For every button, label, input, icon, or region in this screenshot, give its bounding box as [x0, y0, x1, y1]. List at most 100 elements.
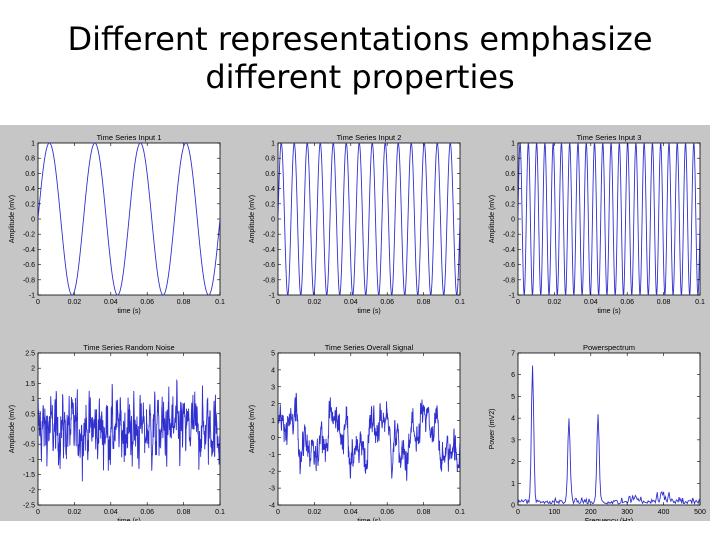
slide-title-line-2: different properties: [205, 58, 515, 96]
subplot-2: 0 0.02 0.04 0.06 0.08 0.1 -1 -0.8 -0.6 -0.4 -0.2 0 0…: [249, 133, 465, 315]
subplot-5: 0 0.02 0.04 0.06 0.08 0.1 -4 -3 -2 -1 0 1 2 3 4 5 Time S…: [249, 343, 465, 525]
x-axis-label: time (s): [597, 308, 620, 315]
x-tick-label: 100: [549, 509, 561, 516]
subplot-6: 0 100 200 300 400 500 0 1 2 3 4 5 6 7 Powerspectrum Fre…: [489, 343, 706, 525]
subplot-4: 0 0.02 0.04 0.06 0.08 0.1 -2.5 -2 -1.5 -1 -0.5 0 0.5…: [9, 343, 225, 525]
y-tick-label: -0.6: [503, 262, 515, 269]
x-tick-label: 0.04: [104, 299, 118, 306]
y-tick-label: 1: [31, 141, 35, 148]
y-tick-label: -0.2: [23, 232, 35, 239]
y-tick-label: 0: [271, 435, 275, 442]
x-tick-label: 400: [658, 509, 670, 516]
y-tick-label: 0.5: [25, 411, 35, 418]
x-tick-label: 0.1: [455, 509, 465, 516]
x-axis-label: time (s): [117, 308, 140, 315]
y-tick-label: -0.6: [263, 262, 275, 269]
y-axis-label: Amplitude (mV): [489, 195, 496, 243]
y-tick-label: -1: [509, 293, 515, 300]
y-tick-label: -0.6: [23, 262, 35, 269]
y-tick-label: 1: [271, 418, 275, 425]
y-tick-label: -0.4: [23, 247, 35, 254]
x-tick-label: 0: [36, 509, 40, 516]
series-line: [278, 392, 460, 481]
y-tick-label: 1.5: [25, 381, 35, 388]
y-tick-label: 1: [271, 141, 275, 148]
y-tick-label: 1: [31, 396, 35, 403]
y-tick-label: -1: [29, 457, 35, 464]
y-tick-label: -3: [269, 486, 275, 493]
y-tick-label: -0.8: [23, 277, 35, 284]
y-tick-label: 5: [271, 351, 275, 358]
subplot-title: Time Series Random Noise: [83, 343, 174, 352]
x-tick-label: 0.1: [695, 299, 705, 306]
y-tick-label: 3: [511, 437, 515, 444]
x-tick-label: 200: [585, 509, 597, 516]
slide-title: Different representations emphasize diff…: [0, 20, 720, 96]
slide-title-line-1: Different representations emphasize: [67, 20, 653, 58]
y-tick-label: 2: [271, 401, 275, 408]
y-tick-label: -0.4: [263, 247, 275, 254]
x-tick-label: 0.1: [455, 299, 465, 306]
x-axis-label: time (s): [357, 518, 380, 521]
y-tick-label: 0.6: [505, 171, 515, 178]
y-tick-label: 1: [511, 481, 515, 488]
series-line: [38, 378, 220, 482]
x-tick-label: 0.02: [308, 509, 322, 516]
x-tick-label: 0.04: [344, 299, 358, 306]
y-tick-label: -2.5: [23, 503, 35, 510]
y-tick-label: 0: [271, 217, 275, 224]
x-tick-label: 0.04: [584, 299, 598, 306]
subplot-title: Time Series Overall Signal: [325, 343, 414, 352]
y-tick-label: -0.5: [23, 442, 35, 449]
y-tick-label: 2.5: [25, 351, 35, 358]
x-tick-label: 0.02: [68, 509, 82, 516]
y-tick-label: -4: [269, 503, 275, 510]
y-tick-label: 0.2: [265, 201, 275, 208]
x-tick-label: 0.1: [215, 509, 225, 516]
x-tick-label: 0.02: [308, 299, 322, 306]
x-tick-label: 0.06: [140, 299, 154, 306]
series-line: [518, 365, 700, 505]
figure-canvas: 0 0.02 0.04 0.06 0.08 0.1 -1 -0.8 -0.6 -0.4 -0.2 0 0…: [9, 133, 706, 525]
y-tick-label: 2: [31, 366, 35, 373]
y-tick-label: 0: [31, 427, 35, 434]
subplot-title: Time Series Input 2: [337, 133, 402, 142]
y-axis-label: Power (mV2): [489, 409, 496, 450]
x-axis-label: time (s): [357, 308, 380, 315]
y-axis-label: Amplitude (mV): [9, 405, 16, 453]
y-tick-label: 6: [511, 372, 515, 379]
y-tick-label: 1: [511, 141, 515, 148]
y-tick-label: 2: [511, 459, 515, 466]
subplot-title: Powerspectrum: [583, 343, 635, 352]
x-tick-label: 0: [276, 509, 280, 516]
x-tick-label: 0.08: [177, 509, 191, 516]
y-tick-label: 4: [511, 416, 515, 423]
y-tick-label: -0.2: [503, 232, 515, 239]
y-tick-label: 0.2: [25, 201, 35, 208]
y-axis-label: Amplitude (mV): [249, 405, 256, 453]
y-tick-label: 0.4: [265, 186, 275, 193]
subplot-title: Time Series Input 1: [97, 133, 162, 142]
y-tick-label: 0: [31, 217, 35, 224]
x-tick-label: 0.02: [548, 299, 562, 306]
matlab-figure: 0 0.02 0.04 0.06 0.08 0.1 -1 -0.8 -0.6 -0.4 -0.2 0 0…: [0, 125, 710, 525]
x-tick-label: 0.06: [140, 509, 154, 516]
x-tick-label: 0.08: [417, 509, 431, 516]
subplot-title: Time Series Input 3: [577, 133, 642, 142]
y-tick-label: -1: [269, 452, 275, 459]
x-axis-label: time (s): [117, 518, 140, 521]
y-tick-label: 0: [511, 217, 515, 224]
y-tick-label: 0.8: [265, 156, 275, 163]
y-tick-label: 0: [511, 503, 515, 510]
x-tick-label: 500: [694, 509, 706, 516]
series-line: [38, 143, 220, 295]
y-tick-label: 0.4: [505, 186, 515, 193]
plot-area: [517, 352, 701, 506]
series-line: [518, 143, 700, 295]
x-tick-label: 0.04: [104, 509, 118, 516]
x-tick-label: 0.08: [177, 299, 191, 306]
y-tick-label: 0.8: [25, 156, 35, 163]
y-axis-label: Amplitude (mV): [9, 195, 16, 243]
y-tick-label: -1.5: [23, 472, 35, 479]
y-tick-label: -0.2: [263, 232, 275, 239]
